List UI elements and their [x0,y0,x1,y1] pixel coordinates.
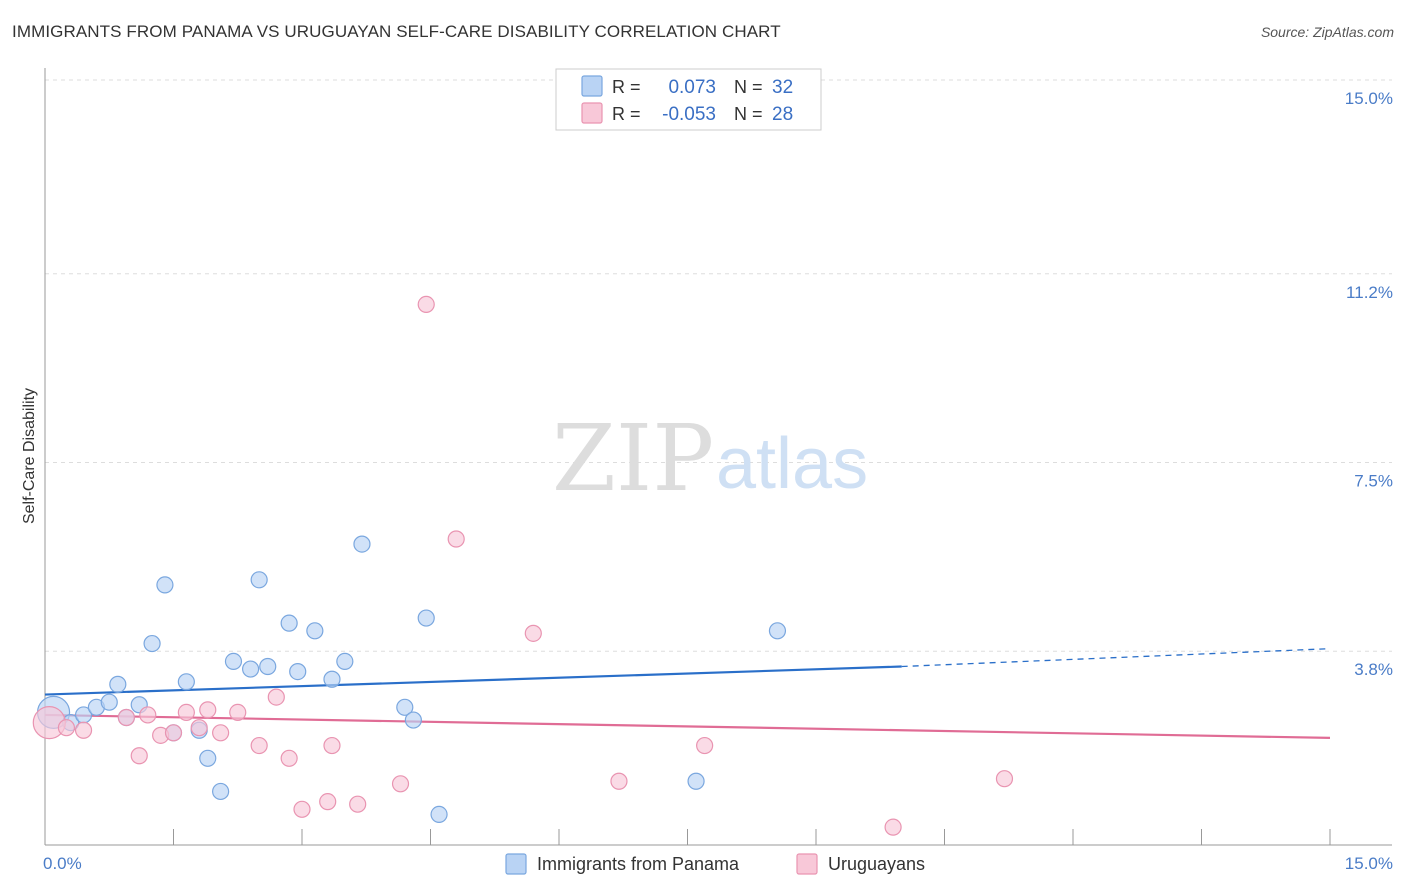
data-point-pink [117,708,135,727]
data-point-blue [143,634,161,653]
y-tick-label: 15.0% [1345,89,1393,108]
data-point-blue [177,673,195,691]
data-point-blue [404,711,422,729]
tick-labels: 3.8% 7.5% 11.2% 15.0% 0.0% 15.0% [43,89,1393,873]
trend-line-blue [44,665,902,696]
data-point-pink [177,703,195,722]
data-point-blue [417,609,435,627]
y-axis-label: Self-Care Disability [21,388,38,524]
data-point-pink [267,688,285,706]
data-point-pink [130,747,148,765]
data-point-blue [289,662,307,681]
data-point-pink [349,795,367,813]
data-point-pink [696,736,714,755]
data-point-blue [156,576,174,594]
data-point-pink [250,736,268,755]
data-point-blue [242,660,260,678]
chart-source: Source: ZipAtlas.com [1260,24,1394,40]
data-point-pink [280,749,298,767]
data-point-blue [336,652,354,671]
watermark-zip: ZIP [552,405,714,512]
data-point-blue [353,535,371,553]
legend-r-label-pink: R = [612,104,641,124]
data-point-blue [323,670,341,688]
data-point-blue [430,805,448,824]
data-point-pink [229,703,247,722]
data-point-pink [212,724,230,742]
series-swatch-uruguayans [796,853,818,875]
legend-r-label-blue: R = [612,77,641,97]
data-point-pink [995,770,1014,788]
data-point-pink [391,775,410,793]
trend-line-pink [44,713,1331,739]
chart-title: IMMIGRANTS FROM PANAMA VS URUGUAYAN SELF… [12,22,781,41]
gridlines [45,79,1392,652]
data-point-blue [224,652,243,671]
data-point-blue [259,657,277,676]
data-point-pink [164,724,183,742]
legend: R = 0.073 N = 32 R = -0.053 N = 28 [555,68,822,131]
series-label-panama: Immigrants from Panama [537,854,740,874]
data-point-pink [74,721,93,739]
data-point-pink [319,793,337,811]
data-point-pink [524,624,542,642]
legend-n-value-blue: 32 [772,77,793,98]
data-point-blue [109,675,127,693]
data-point-pink [610,772,628,790]
y-tick-label: 11.2% [1346,283,1393,302]
watermark-atlas: atlas [716,424,868,504]
data-point-pink [447,530,465,548]
x-tick-label-max: 15.0% [1345,854,1393,873]
x-tick-label-min: 0.0% [43,854,82,873]
legend-n-value-pink: 28 [772,104,793,125]
data-point-blue [280,614,298,632]
data-point-pink [57,719,76,737]
y-tick-label: 7.5% [1354,472,1393,491]
data-point-pink [884,818,902,836]
data-point-blue [212,782,230,801]
legend-n-label-pink: N = [734,104,763,124]
trend-line-extension-blue [901,648,1331,668]
data-point-blue [250,571,268,589]
data-points [32,295,1014,836]
data-point-blue [687,772,705,790]
data-point-pink [199,701,217,719]
legend-r-value-blue: 0.073 [668,77,716,98]
data-point-pink [417,295,435,313]
watermark: ZIP atlas [552,405,868,512]
data-point-blue [199,749,217,767]
data-point-blue [100,693,118,711]
series-swatch-panama [505,853,527,875]
legend-swatch-pink [581,102,603,124]
data-point-pink [190,719,208,737]
series-legend: Immigrants from Panama Uruguayans [505,853,925,875]
data-point-blue [306,622,324,640]
legend-swatch-blue [581,75,603,97]
series-label-uruguayans: Uruguayans [828,854,925,874]
data-point-blue [768,622,787,640]
legend-r-value-pink: -0.053 [662,104,716,125]
data-point-pink [323,736,341,755]
data-point-pink [293,800,311,818]
legend-n-label-blue: N = [734,77,763,97]
data-point-pink [139,706,157,724]
y-tick-label: 3.8% [1354,660,1393,679]
data-point-blue [396,698,414,716]
